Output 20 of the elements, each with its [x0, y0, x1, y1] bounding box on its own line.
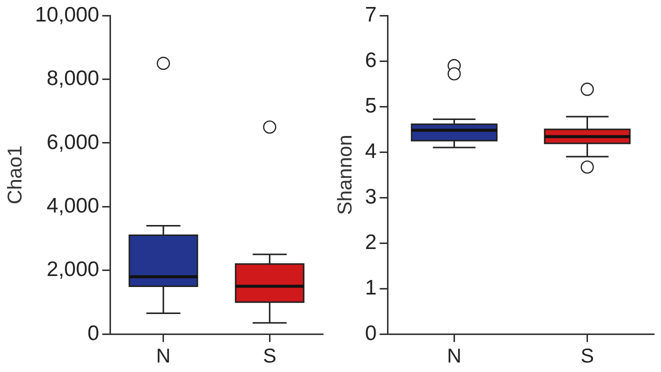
y-tick-label: 8,000	[46, 67, 100, 90]
y-tick-label: 6	[364, 48, 377, 72]
x-tick-label: S	[262, 346, 276, 368]
y-tick-label: 0	[364, 322, 377, 345]
y-tick-label: 2,000	[46, 258, 100, 282]
y-tick-label: 0	[88, 322, 100, 345]
y-tick-label: 6,000	[46, 130, 100, 154]
x-tick-label: N	[156, 346, 171, 368]
y-tick-label: 10,000	[34, 3, 100, 26]
x-tick-label: N	[446, 346, 462, 368]
y-axis-title: Chao1	[4, 145, 27, 204]
y-tick-label: 3	[364, 185, 377, 208]
y-axis-title: Shannon	[334, 134, 357, 215]
y-tick-label: 1	[364, 276, 377, 300]
y-tick-label: 4	[364, 140, 377, 163]
y-tick-label: 5	[364, 94, 377, 118]
x-tick-label: S	[580, 346, 594, 368]
y-tick-label: 7	[364, 3, 377, 26]
y-tick-label: 2	[364, 230, 377, 254]
y-tick-label: 4,000	[46, 194, 100, 218]
